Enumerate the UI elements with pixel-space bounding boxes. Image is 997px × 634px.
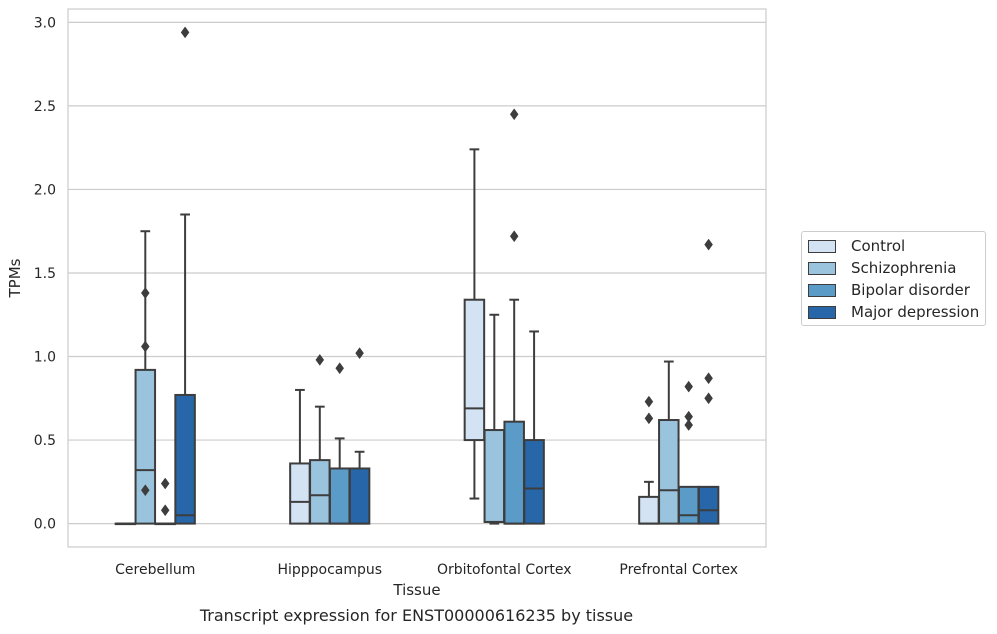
box-2-0 — [154, 477, 176, 526]
box-3-0 — [174, 26, 196, 525]
legend-item-control: Control — [808, 236, 905, 256]
y-tick-labels: 0.0 0.5 1.0 1.5 2.0 2.5 3.0 — [34, 15, 56, 532]
box-1-2 — [483, 313, 506, 525]
outlier-point — [704, 372, 713, 385]
box-body — [638, 495, 660, 525]
x-tick-labels: Cerebellum Hipppocampus Orbitofontal Corte… — [115, 562, 738, 578]
outlier-point — [509, 230, 519, 243]
legend-label-bipolar-disorder: Bipolar disorder — [851, 281, 970, 299]
outlier-point — [140, 484, 150, 497]
legend: Control Schizophrenia Bipolar disorder M… — [801, 231, 986, 326]
legend-item-schizophrenia: Schizophrenia — [808, 258, 956, 278]
box-3-1 — [348, 347, 371, 525]
box-body — [309, 459, 331, 525]
outlier-point — [509, 108, 519, 121]
box-body — [523, 439, 545, 525]
box-body — [463, 298, 486, 442]
box-0-0 — [114, 522, 137, 526]
y-tick-label: 0.0 — [34, 517, 56, 533]
box-series-group — [114, 26, 720, 526]
box-0-2 — [463, 148, 486, 500]
box-body — [328, 467, 351, 525]
outlier-point — [684, 380, 694, 393]
outlier-point — [160, 477, 170, 490]
box-2-2 — [503, 108, 525, 525]
y-tick-label: 3.0 — [34, 15, 56, 31]
legend-label-control: Control — [851, 237, 906, 255]
legend-label-schizophrenia: Schizophrenia — [851, 259, 957, 277]
box-3-3 — [697, 238, 720, 525]
outlier-point — [315, 353, 325, 366]
x-axis-label: Tissue — [392, 581, 440, 599]
y-axis-label: TPMs — [6, 258, 24, 298]
y-tick-label: 2.5 — [34, 99, 56, 115]
legend-swatch-schizophrenia — [808, 261, 836, 275]
legend-item-bipolar-disorder: Bipolar disorder — [808, 280, 970, 300]
box-body — [134, 368, 157, 525]
figure-caption: Transcript expression for ENST0000061623… — [199, 606, 634, 625]
box-body — [483, 429, 506, 523]
legend-label-major-depression: Major depression — [851, 303, 980, 321]
box-body — [677, 485, 700, 525]
outlier-point — [644, 412, 654, 425]
outlier-point — [335, 362, 345, 375]
legend-item-major-depression: Major depression — [808, 302, 979, 322]
x-tick-label: Hipppocampus — [277, 562, 382, 578]
legend-swatch-bipolar-disorder — [808, 283, 836, 297]
x-tick-label: Prefrontal Cortex — [619, 562, 738, 578]
y-tick-label: 1.0 — [34, 350, 56, 366]
outlier-point — [684, 419, 694, 431]
box-1-0 — [134, 230, 157, 525]
outlier-point — [684, 410, 694, 423]
y-tick-label: 2.0 — [34, 182, 56, 198]
outlier-point — [644, 395, 654, 408]
outlier-point — [140, 287, 150, 299]
outlier-point — [140, 340, 150, 353]
legend-swatch-control — [808, 239, 836, 253]
box-body — [697, 485, 720, 525]
outlier-point — [704, 392, 713, 405]
box-body — [658, 419, 680, 525]
x-tick-label: Orbitofontal Cortex — [437, 562, 572, 578]
box-3-2 — [523, 330, 545, 525]
x-tick-label: Cerebellum — [115, 562, 195, 578]
box-body — [348, 467, 371, 525]
outlier-point — [355, 347, 364, 360]
outlier-point — [180, 26, 190, 39]
box-body — [174, 393, 196, 525]
y-tick-label: 1.5 — [34, 266, 56, 282]
box-2-1 — [328, 362, 351, 525]
legend-swatch-major-depression — [808, 305, 836, 319]
outlier-point — [704, 238, 713, 251]
y-tick-label: 0.5 — [34, 433, 56, 449]
outlier-point — [160, 504, 170, 517]
box-body — [503, 420, 525, 525]
box-1-3 — [658, 360, 680, 525]
box-body — [289, 462, 311, 525]
